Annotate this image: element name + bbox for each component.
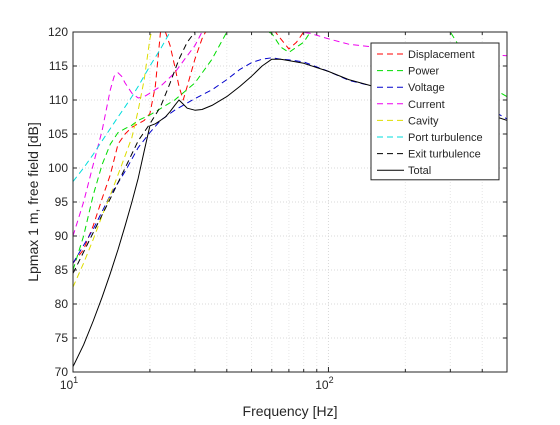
- series-line-displacement: [73, 32, 305, 264]
- legend-label-cavity: Cavity: [408, 115, 439, 127]
- ticks: 70 75 80 85 90 95 100 105 110 115 120 101 102: [48, 25, 508, 392]
- series-line-total: [73, 58, 507, 367]
- legend-box: [370, 42, 500, 181]
- grid: [72, 31, 508, 373]
- series-line-exit-turbulence: [73, 32, 196, 274]
- y-tick-label: 105: [48, 127, 68, 141]
- legend-label-displacement: Displacement: [408, 49, 475, 61]
- y-tick-label: 70: [55, 365, 69, 379]
- legend-label-exit-turbulence: Exit turbulence: [408, 149, 481, 161]
- series-line-port-turbulence: [73, 32, 171, 182]
- x-tick-label: 101: [60, 375, 78, 392]
- legend-label-port-turbulence: Port turbulence: [408, 132, 483, 144]
- series-line-cavity: [73, 32, 152, 288]
- legend-label-power: Power: [408, 66, 440, 78]
- y-tick-label: 100: [48, 161, 68, 175]
- legend-label-total: Total: [408, 165, 431, 177]
- y-tick-label: 85: [55, 263, 69, 277]
- x-tick-label: 102: [315, 375, 333, 392]
- y-tick-label: 115: [49, 59, 68, 73]
- y-tick-label: 90: [55, 229, 69, 243]
- y-tick-label: 95: [55, 195, 69, 209]
- y-tick-label: 80: [55, 297, 69, 311]
- series-line-power: [73, 32, 507, 271]
- legend: Displacement Power Voltage Current Cavity Por…: [370, 42, 500, 181]
- legend-label-voltage: Voltage: [408, 82, 445, 94]
- y-axis-label: Lpmax 1 m, free field [dB]: [25, 122, 41, 282]
- y-tick-label: 110: [49, 93, 68, 107]
- y-tick-label: 75: [55, 331, 69, 345]
- x-axis-label: Frequency [Hz]: [243, 403, 338, 419]
- y-tick-label: 120: [48, 25, 68, 39]
- series-line-current: [73, 32, 507, 237]
- legend-label-current: Current: [408, 99, 445, 111]
